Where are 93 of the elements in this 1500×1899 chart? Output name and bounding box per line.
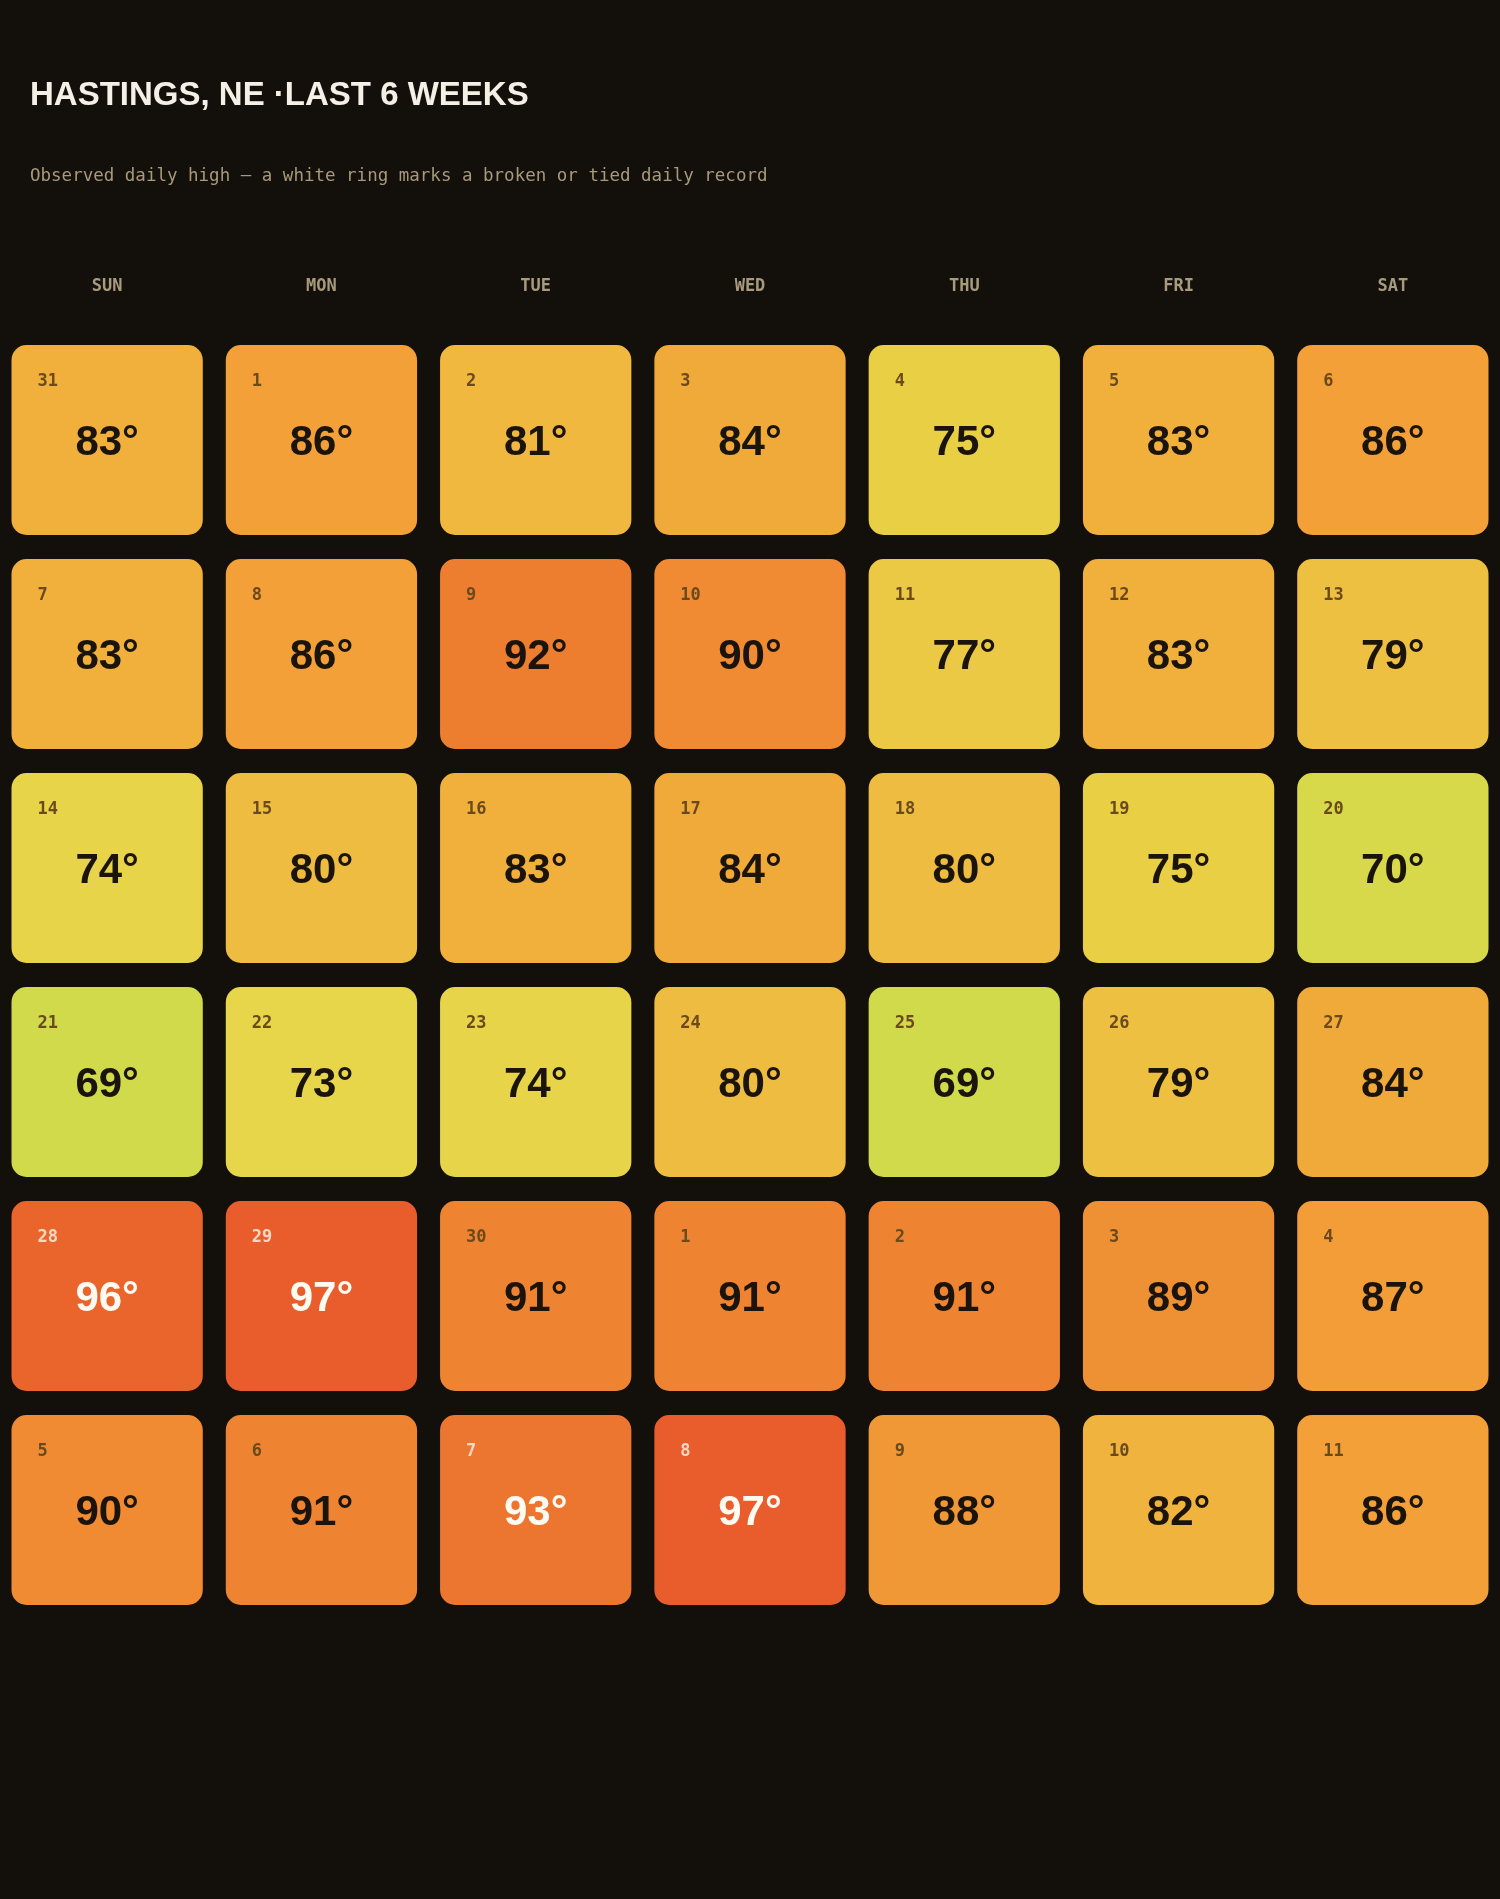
data-label: 92° bbox=[503, 630, 568, 678]
annotation: 9 bbox=[466, 584, 477, 605]
data-label: 80° bbox=[289, 844, 354, 892]
annotation: 6 bbox=[251, 1440, 263, 1461]
annotation: 1 bbox=[251, 370, 263, 391]
x-tick-label: FRI bbox=[1163, 275, 1194, 296]
chart-title: HASTINGS, NE ·LAST 6 WEEKS bbox=[30, 75, 529, 112]
annotation: 12 bbox=[1108, 584, 1130, 605]
annotation: 17 bbox=[680, 798, 701, 819]
annotation: 3 bbox=[680, 370, 691, 391]
data-label: 97° bbox=[289, 1272, 354, 1320]
annotation: 31 bbox=[37, 370, 58, 391]
data-label: 90° bbox=[718, 630, 782, 678]
x-tick-label: SAT bbox=[1377, 275, 1409, 296]
data-label: 91° bbox=[932, 1272, 997, 1320]
annotation: 13 bbox=[1323, 584, 1344, 605]
x-tick-label: MON bbox=[306, 275, 337, 296]
data-label: 74° bbox=[503, 1058, 568, 1106]
data-label: 74° bbox=[75, 844, 139, 892]
data-label: 80° bbox=[932, 844, 997, 892]
annotation: 7 bbox=[466, 1440, 477, 1461]
annotation: 14 bbox=[37, 798, 58, 819]
chart-subtitle: Observed daily high — a white ring marks a broken or tied daily record bbox=[30, 164, 768, 185]
annotation: 11 bbox=[1323, 1440, 1344, 1461]
x-tick-label: THU bbox=[948, 275, 980, 296]
annotation: 16 bbox=[466, 798, 487, 819]
data-label: 79° bbox=[1146, 1058, 1211, 1106]
annotation: 8 bbox=[251, 584, 263, 605]
data-label: 91° bbox=[503, 1272, 568, 1320]
annotation: 8 bbox=[680, 1440, 691, 1461]
annotation: 9 bbox=[894, 1440, 905, 1461]
annotation: 21 bbox=[37, 1012, 58, 1033]
data-label: 83° bbox=[75, 630, 139, 678]
annotation: 4 bbox=[1323, 1226, 1334, 1247]
x-tick-label: TUE bbox=[520, 275, 552, 296]
annotation: 11 bbox=[894, 584, 916, 605]
data-label: 83° bbox=[75, 416, 139, 464]
data-label: 82° bbox=[1146, 1486, 1211, 1534]
data-label: 81° bbox=[503, 416, 568, 464]
data-label: 91° bbox=[289, 1486, 354, 1534]
annotation: 20 bbox=[1323, 798, 1344, 819]
annotation: 23 bbox=[466, 1012, 487, 1033]
annotation: 15 bbox=[251, 798, 273, 819]
annotation: 3 bbox=[1108, 1226, 1120, 1247]
data-label: 96° bbox=[75, 1272, 139, 1320]
data-label: 86° bbox=[289, 630, 354, 678]
annotation: 10 bbox=[1108, 1440, 1130, 1461]
data-label: 93° bbox=[503, 1486, 568, 1534]
annotation: 30 bbox=[466, 1226, 487, 1247]
data-label: 86° bbox=[289, 416, 354, 464]
annotation: 10 bbox=[680, 584, 701, 605]
annotation: 6 bbox=[1323, 370, 1334, 391]
data-label: 73° bbox=[289, 1058, 354, 1106]
x-tick-label: WED bbox=[734, 275, 766, 296]
annotation: 5 bbox=[1108, 370, 1120, 391]
data-label: 83° bbox=[503, 844, 568, 892]
annotation: 18 bbox=[894, 798, 916, 819]
data-label: 69° bbox=[932, 1058, 997, 1106]
annotation: 27 bbox=[1323, 1012, 1344, 1033]
data-label: 80° bbox=[718, 1058, 782, 1106]
data-label: 91° bbox=[718, 1272, 782, 1320]
x-tick-label: SUN bbox=[91, 275, 123, 296]
annotation: 22 bbox=[251, 1012, 273, 1033]
annotation: 5 bbox=[37, 1440, 48, 1461]
data-label: 79° bbox=[1361, 630, 1425, 678]
data-label: 83° bbox=[1146, 416, 1211, 464]
annotation: 29 bbox=[251, 1226, 273, 1247]
data-label: 88° bbox=[932, 1486, 997, 1534]
annotation: 7 bbox=[37, 584, 48, 605]
annotation: 28 bbox=[37, 1226, 58, 1247]
data-label: 97° bbox=[718, 1486, 782, 1534]
data-label: 75° bbox=[932, 416, 997, 464]
data-label: 84° bbox=[1361, 1058, 1425, 1106]
data-label: 89° bbox=[1146, 1272, 1211, 1320]
data-label: 90° bbox=[75, 1486, 139, 1534]
annotation: 19 bbox=[1108, 798, 1130, 819]
annotation: 4 bbox=[894, 370, 905, 391]
data-label: 69° bbox=[75, 1058, 139, 1106]
data-label: 84° bbox=[718, 416, 782, 464]
annotation: 25 bbox=[894, 1012, 916, 1033]
annotation: 2 bbox=[894, 1226, 905, 1247]
data-label: 84° bbox=[718, 844, 782, 892]
annotation: 26 bbox=[1108, 1012, 1130, 1033]
data-label: 86° bbox=[1361, 1486, 1425, 1534]
data-label: 87° bbox=[1361, 1272, 1425, 1320]
annotation: 1 bbox=[680, 1226, 691, 1247]
data-label: 77° bbox=[932, 630, 997, 678]
data-label: 83° bbox=[1146, 630, 1211, 678]
annotation: 2 bbox=[466, 370, 477, 391]
data-label: 70° bbox=[1361, 844, 1425, 892]
data-label: 86° bbox=[1361, 416, 1425, 464]
annotation: 24 bbox=[680, 1012, 701, 1033]
data-label: 75° bbox=[1146, 844, 1211, 892]
